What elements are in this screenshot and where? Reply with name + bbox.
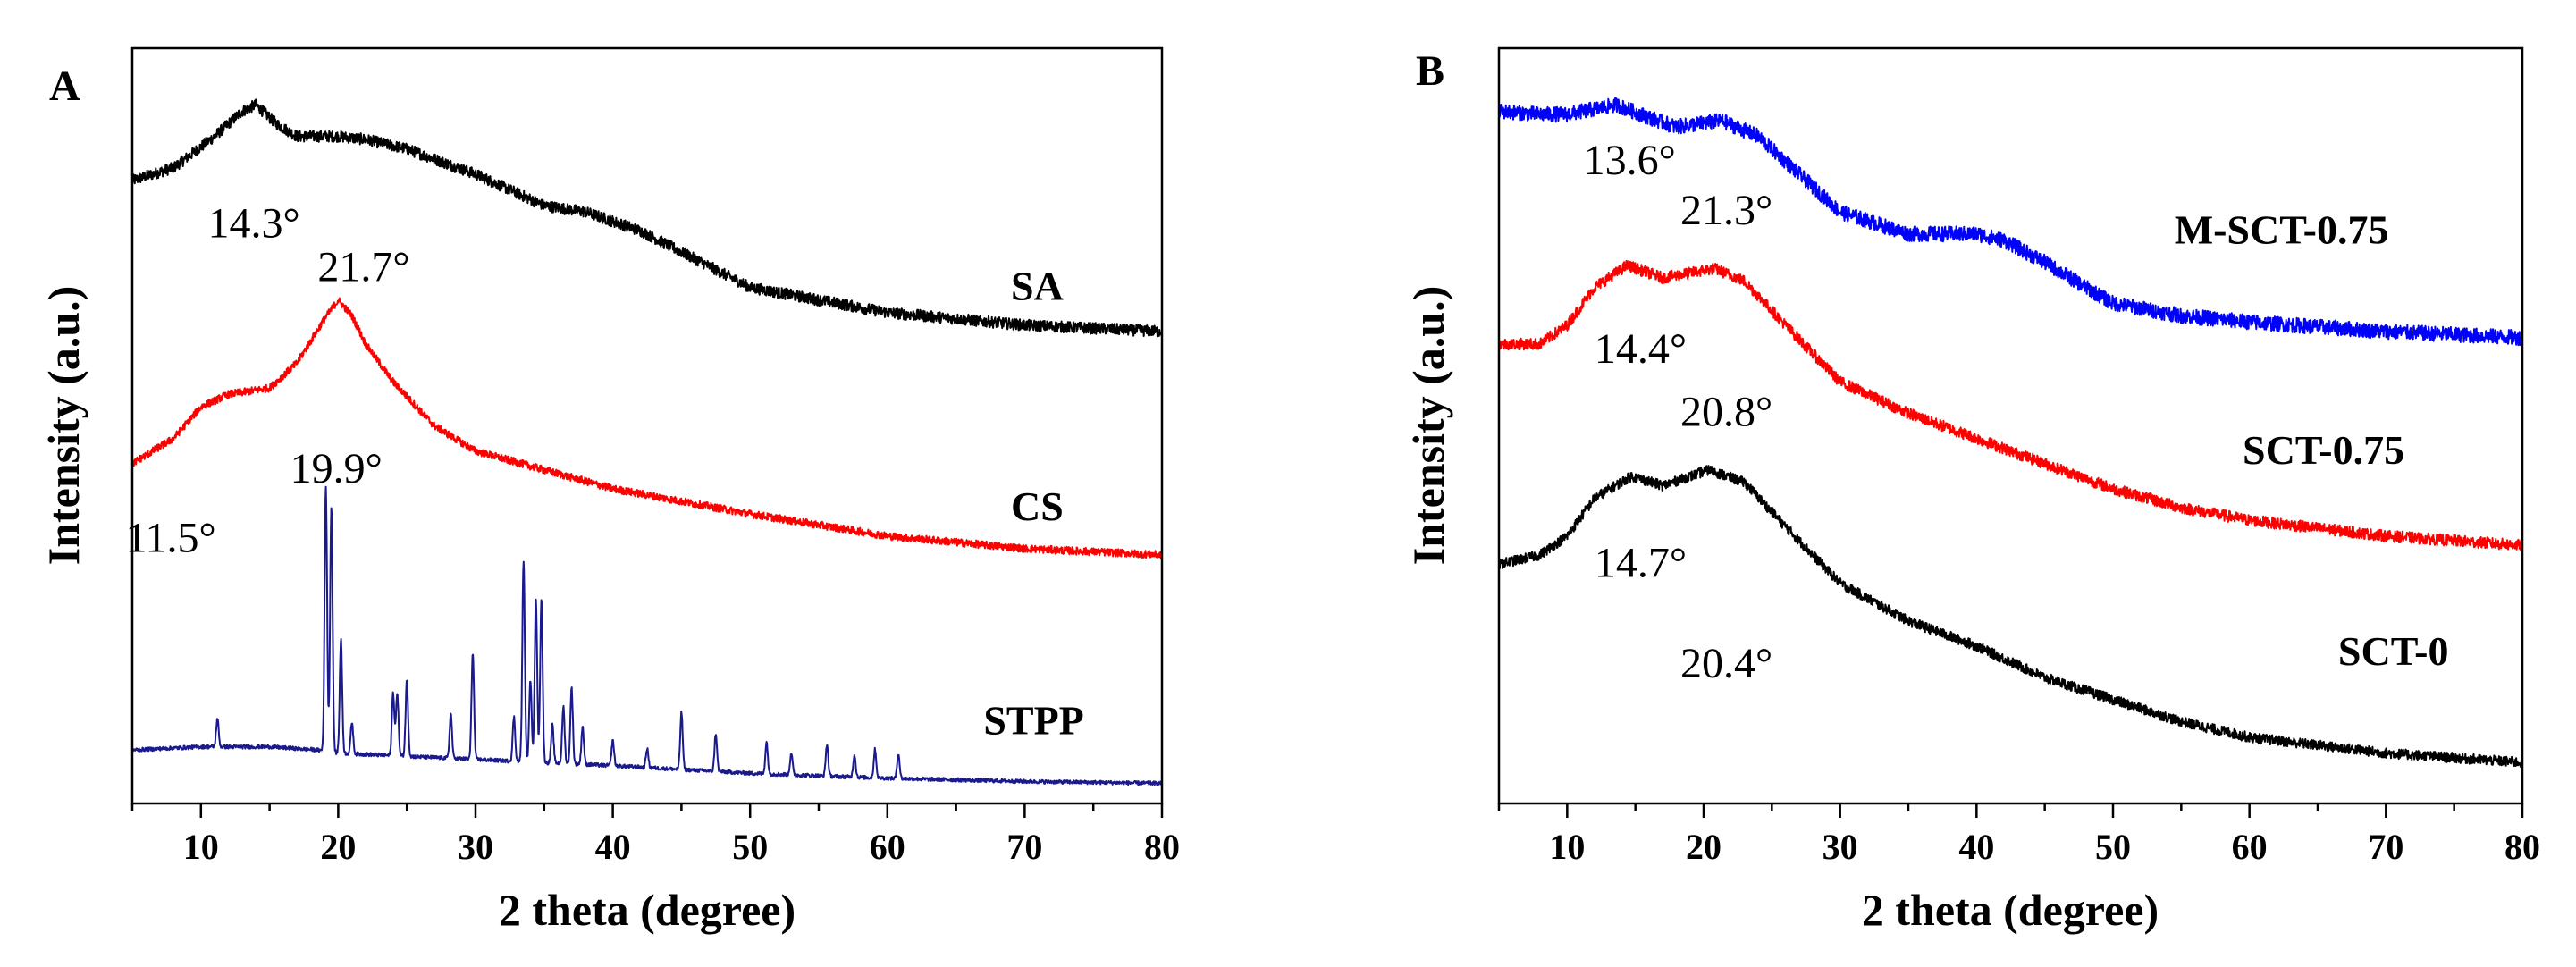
- panel-b-x-tick-label: 60: [2232, 827, 2268, 867]
- panel-a-x-tick-label: 30: [458, 827, 493, 867]
- panel-a-series-stpp: [131, 485, 1163, 786]
- panel-a-series-cs: [131, 297, 1163, 559]
- panel-b-peak-label: 13.6°: [1584, 137, 1676, 184]
- panel-a-x-tick-label: 80: [1144, 827, 1180, 867]
- panel-b: B 10 20 30 40 50 60 70 80 M-SCT-0.75 SCT-0.75 SCT…: [1403, 46, 2540, 935]
- panel-b-peak-label: 14.7°: [1595, 540, 1687, 587]
- panel-a-x-tick-label: 10: [183, 827, 219, 867]
- panel-a-frame: [130, 46, 1164, 805]
- panel-b-peak-labels: 13.6°21.3° 14.4° 20.8° 14.7° 20.4°: [1584, 137, 1773, 687]
- panel-b-x-tick-label: 70: [2368, 827, 2403, 867]
- panel-b-x-tick-label: 50: [2095, 827, 2131, 867]
- panel-a-x-axis-title: 2 theta (degree): [499, 885, 796, 935]
- panel-a-peak-label: 19.9°: [290, 445, 383, 492]
- panel-a-y-axis-title: Intensity (a.u.): [38, 286, 88, 566]
- panel-b-x-tick-label: 40: [1958, 827, 1994, 867]
- panel-a-peak-labels: 14.3° 21.7° 19.9° 11.5°: [125, 199, 409, 561]
- panel-a-peak-label: 14.3°: [207, 199, 299, 247]
- panel-b-peak-label: 21.3°: [1680, 187, 1772, 234]
- panel-b-frame: [1497, 46, 2524, 805]
- panel-b-label-m-sct-0-75: M-SCT-0.75: [2175, 206, 2389, 252]
- panel-b-y-axis-title: Intensity (a.u.): [1403, 286, 1453, 566]
- panel-b-x-ticks: 10 20 30 40 50 60 70 80: [1497, 803, 2540, 867]
- panel-a-x-tick-label: 20: [320, 827, 356, 867]
- panel-b-curves: [1498, 97, 2523, 769]
- panel-a-x-ticks: 10 20 30 40 50 60 70 80: [130, 803, 1180, 867]
- panel-b-x-tick-label: 80: [2504, 827, 2540, 867]
- panel-b-letter: B: [1416, 47, 1444, 95]
- panel-a-x-tick-label: 40: [595, 827, 631, 867]
- panel-b-series-m-sct-0-75: [1498, 97, 2523, 347]
- panel-b-series-sct-0: [1498, 465, 2523, 769]
- panel-a-peak-label: 21.7°: [317, 244, 409, 291]
- panel-b-series-labels: M-SCT-0.75 SCT-0.75 SCT-0: [2175, 206, 2449, 674]
- panel-b-label-sct-0-75: SCT-0.75: [2243, 427, 2404, 473]
- panel-b-peak-label: 14.4°: [1595, 325, 1687, 373]
- panel-b-label-sct-0: SCT-0: [2338, 628, 2449, 674]
- panel-a-letter: A: [49, 63, 80, 110]
- panel-b-x-tick-label: 10: [1549, 827, 1585, 867]
- panel-a-peak-label: 11.5°: [125, 514, 215, 561]
- panel-a-label-stpp: STPP: [983, 698, 1083, 744]
- panel-a-curves: [131, 98, 1163, 786]
- panel-b-peak-label: 20.8°: [1680, 389, 1772, 436]
- panel-a-series-labels: SA CS STPP: [983, 264, 1083, 744]
- panel-a-x-tick-label: 50: [732, 827, 768, 867]
- panel-a-x-tick-label: 60: [870, 827, 905, 867]
- panel-b-series-sct-0-75: [1498, 259, 2523, 551]
- panel-b-peak-label: 20.4°: [1680, 640, 1772, 687]
- panel-b-x-axis-title: 2 theta (degree): [1862, 885, 2159, 935]
- panel-b-x-tick-label: 20: [1686, 827, 1722, 867]
- panel-a: A 10 20 30 40 50 60 70 80 SA CS STPP 14.3° 21.7° 19…: [38, 46, 1180, 935]
- panel-a-series-sa: [131, 98, 1163, 338]
- panel-a-x-tick-label: 70: [1006, 827, 1042, 867]
- panel-a-label-cs: CS: [1011, 484, 1064, 529]
- panel-b-x-tick-label: 30: [1823, 827, 1858, 867]
- panel-a-label-sa: SA: [1011, 264, 1064, 309]
